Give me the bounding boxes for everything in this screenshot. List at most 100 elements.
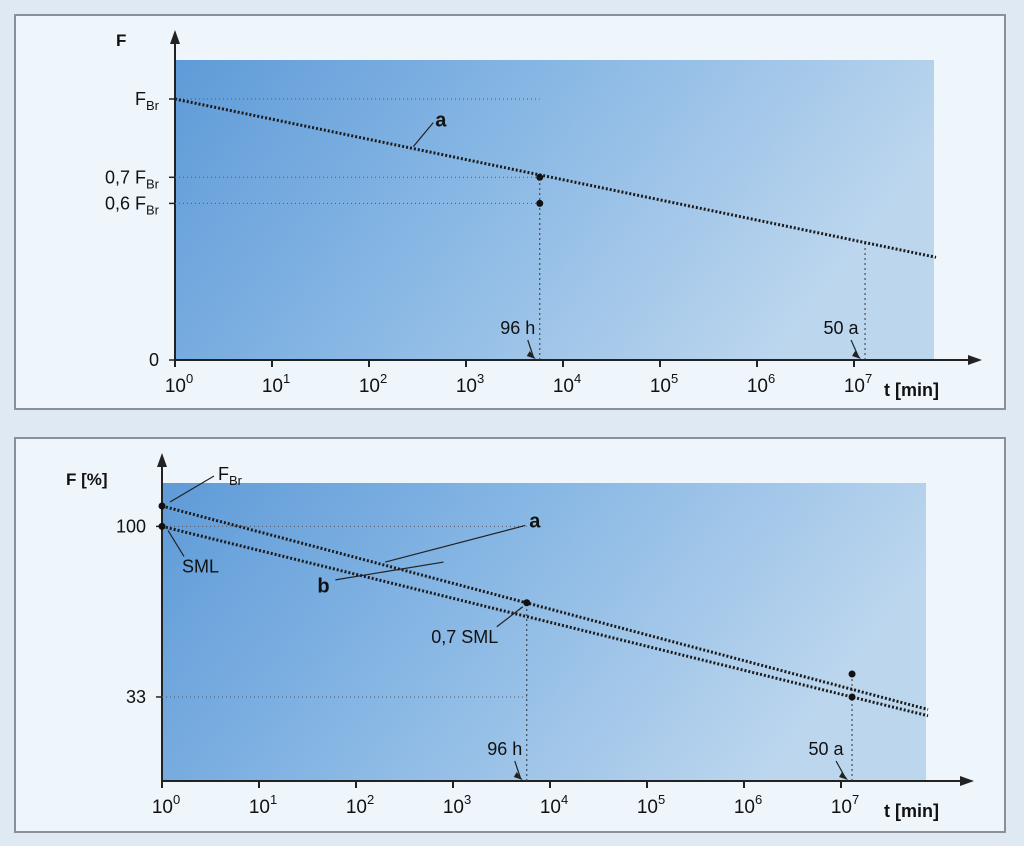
point-label-fbr-main: F (218, 464, 229, 484)
data-marker (536, 199, 544, 207)
x-tick-label-base: 10 (443, 797, 464, 818)
y-tick-label-main: 0 (149, 350, 159, 370)
x-tick-label-exp: 4 (561, 792, 568, 807)
series-label-arrow (412, 122, 434, 147)
annotation-label: 50 a (824, 318, 860, 338)
point-label-fbr: FBr (218, 464, 243, 488)
x-tick-label-exp: 1 (270, 792, 277, 807)
y-tick-label: 33 (126, 687, 146, 707)
series-line-b (161, 524, 929, 718)
y-tick-label-main: 0,6 F (105, 193, 146, 213)
y-axis-label: F [%] (66, 470, 108, 489)
x-tick-label: 101 (262, 371, 290, 397)
x-tick-label-exp: 2 (367, 792, 374, 807)
data-marker (523, 599, 531, 607)
plot-area (162, 483, 926, 781)
series-label-a-arrow (385, 524, 526, 563)
data-marker (848, 670, 856, 678)
annotation-label: 50 a (809, 739, 845, 759)
plot-area (175, 60, 934, 360)
x-tick-label: 100 (152, 792, 180, 818)
y-tick-label-main: 33 (126, 687, 146, 707)
x-axis-label: t [min] (884, 801, 939, 821)
x-tick-label-base: 10 (262, 376, 283, 397)
point-label-sml: SML (182, 556, 219, 576)
x-tick-label-base: 10 (553, 376, 574, 397)
annotation-arrowhead (839, 772, 849, 780)
x-tick-label-exp: 1 (283, 371, 290, 386)
x-tick-label-base: 10 (650, 376, 671, 397)
x-tick-label-exp: 0 (186, 371, 193, 386)
x-axis-arrow (968, 355, 982, 365)
y-tick-label: FBr (135, 89, 160, 113)
data-marker (158, 502, 166, 510)
y-tick-label-sub: Br (146, 202, 160, 217)
annotation-arrowhead (526, 351, 536, 359)
y-axis-arrow (157, 453, 167, 467)
y-tick-label-sub: Br (146, 176, 160, 191)
y-tick-label: 0,6 FBr (105, 193, 160, 217)
y-tick-label-main: 0,7 F (105, 167, 146, 187)
annotation-label: 96 h (487, 739, 522, 759)
y-tick-label: 100 (116, 516, 146, 536)
series-line-a (161, 504, 929, 711)
x-tick-label-base: 10 (540, 797, 561, 818)
x-axis-arrow (960, 776, 974, 786)
x-tick-label-exp: 3 (477, 371, 484, 386)
x-tick-label-exp: 0 (173, 792, 180, 807)
x-tick-label: 107 (844, 371, 872, 397)
x-tick-label: 103 (443, 792, 471, 818)
x-tick-label-exp: 7 (865, 371, 872, 386)
x-tick-label: 104 (540, 792, 568, 818)
x-tick-label-base: 10 (747, 376, 768, 397)
chart-bottom-svg: F [%]t [min]100 101 102 103 104 105 106 1071003… (66, 453, 974, 821)
annotation-arrowhead (513, 772, 523, 780)
point-label-07sml: 0,7 SML (431, 627, 498, 647)
annotation-arrowhead (852, 351, 862, 359)
x-tick-label: 100 (165, 371, 193, 397)
annotation-label: 96 h (500, 318, 535, 338)
x-tick-label: 105 (650, 371, 678, 397)
x-tick-label-base: 10 (456, 376, 477, 397)
x-tick-label-exp: 6 (768, 371, 775, 386)
x-axis-label: t [min] (884, 380, 939, 400)
chart-panel-bottom: F [%] t [min] 100 101 102 103 104 105 106 107 100 3… (14, 437, 1006, 833)
x-tick-label-exp: 3 (464, 792, 471, 807)
point-label-sml-arrow (167, 530, 185, 557)
y-axis-label: F (116, 31, 126, 50)
series-label-b: b (317, 576, 329, 598)
y-tick-label-main: 100 (116, 516, 146, 536)
x-tick-label: 104 (553, 371, 581, 397)
point-label-07sml-arrow (496, 606, 524, 628)
x-tick-label-base: 10 (844, 376, 865, 397)
x-tick-label: 107 (831, 792, 859, 818)
x-tick-label-base: 10 (249, 797, 270, 818)
x-tick-label-exp: 5 (671, 371, 678, 386)
x-tick-label: 103 (456, 371, 484, 397)
x-tick-label: 106 (734, 792, 762, 818)
x-tick-label-exp: 7 (852, 792, 859, 807)
series-label-a: a (435, 110, 447, 132)
x-tick-label-base: 10 (346, 797, 367, 818)
y-tick-label: 0,7 FBr (105, 167, 160, 191)
x-tick-label: 105 (637, 792, 665, 818)
x-tick-label-base: 10 (165, 376, 186, 397)
y-tick-label-sub: Br (146, 98, 160, 113)
point-label-fbr-sub: Br (229, 473, 243, 488)
x-tick-label: 102 (359, 371, 387, 397)
y-tick-label: 0 (149, 350, 159, 370)
x-tick-label: 101 (249, 792, 277, 818)
x-tick-label-exp: 2 (380, 371, 387, 386)
series-label-b-arrow (335, 561, 444, 581)
x-tick-label-base: 10 (831, 797, 852, 818)
y-axis-arrow (170, 30, 180, 44)
series-line-a (174, 97, 937, 259)
x-tick-label-base: 10 (152, 797, 173, 818)
x-tick-label-exp: 5 (658, 792, 665, 807)
x-tick-label-exp: 6 (755, 792, 762, 807)
series-label-a: a (529, 510, 541, 532)
y-tick-label-main: F (135, 89, 146, 109)
x-tick-label-base: 10 (734, 797, 755, 818)
